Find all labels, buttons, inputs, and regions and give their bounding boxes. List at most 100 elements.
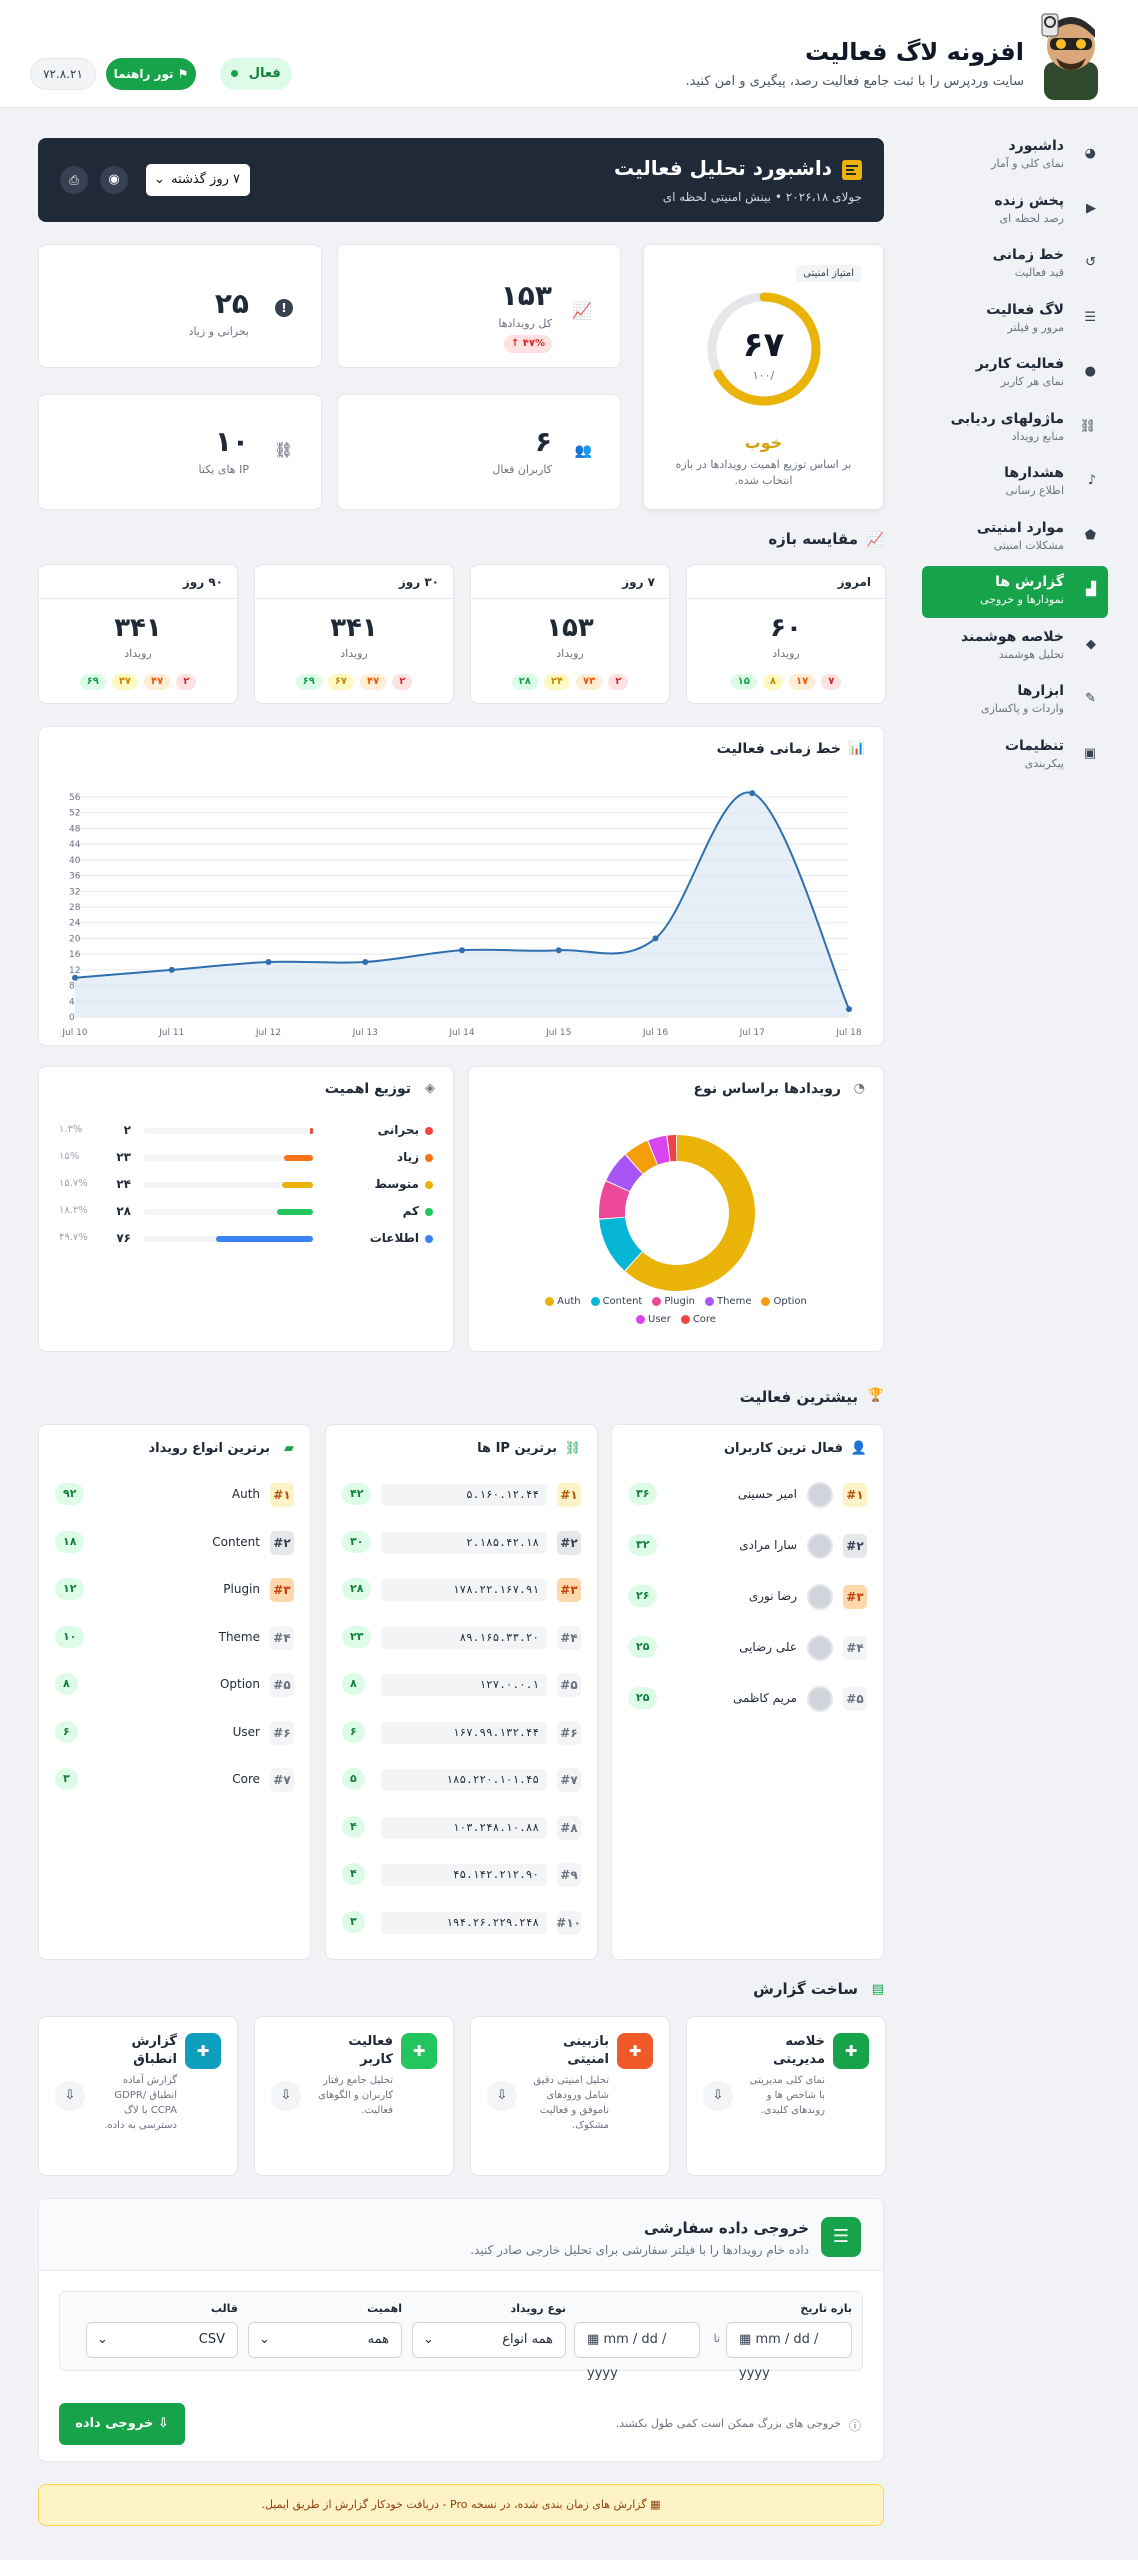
type-row[interactable]: #۴ Theme ۱۰ [39, 1620, 310, 1656]
pie-icon: ◔ [853, 1081, 865, 1096]
severity-bar [215, 1236, 313, 1242]
stat-value: ۲۵ [214, 287, 249, 320]
download-report-button[interactable]: ⇩ [55, 2081, 85, 2111]
severity-value: همه [367, 2332, 389, 2347]
status-text: فعال [248, 66, 281, 81]
severity-dot [425, 1127, 433, 1135]
x-tick-label: Jul 18 [835, 1028, 861, 1038]
ip-row[interactable]: #۸ ۱۰۳.۲۴۸.۱۰.۸۸ ۴ [326, 1810, 597, 1846]
report-icon: ✚ [185, 2033, 221, 2069]
report-card[interactable]: ✚ بازبینی امنیتی تحلیل امنیتی دقیق شامل ور… [470, 2016, 670, 2176]
sidebar-item-1[interactable]: ◕ داشبورد نمای کلی و آمار [922, 130, 1108, 182]
security-score-card: امتیاز امنیتی ۶۷ /۱۰۰ خوب بر اساس توزیع … [643, 244, 884, 510]
user-row[interactable]: #۵ مریم کاظمی ۲۵ [612, 1681, 883, 1717]
report-card[interactable]: ✚ خلاصه مدیریتی نمای کلی مدیریتی با شاخص ه… [686, 2016, 886, 2176]
type-row[interactable]: #۲ Content ۱۸ [39, 1525, 310, 1561]
sidebar-item-label: ماژولهای ردیابی [950, 410, 1064, 427]
wrench-icon: ✎ [1085, 691, 1096, 706]
export-button[interactable]: ⇩ خروجی داده [59, 2403, 185, 2445]
event-type-select[interactable]: همه انواع ⌄ [412, 2322, 566, 2358]
severity-label: متوسط [374, 1177, 419, 1191]
severity-row: بحرانی ۲ ۱.۳% [39, 1121, 453, 1143]
settings-icon: ▣ [1083, 745, 1096, 761]
count-badge: ۲۸ [342, 1578, 372, 1600]
download-report-button[interactable]: ⇩ [487, 2081, 517, 2111]
type-row[interactable]: #۳ Plugin ۱۲ [39, 1572, 310, 1608]
ip-row[interactable]: #۱۰ ۱۹۴.۲۶.۲۲۹.۲۴۸ ۳ [326, 1905, 597, 1941]
rank-badge: #۴ [843, 1636, 867, 1660]
ip-address: ۱۲۷.۰.۰.۱ [381, 1674, 547, 1696]
sidebar-item-5[interactable]: ● فعالیت کاربر نمای هر کاربر [922, 348, 1108, 400]
sidebar-item-7[interactable]: ♪ هشدارها اطلاع رسانی [922, 457, 1108, 509]
sidebar-item-8[interactable]: ⬟ موارد امنیتی مشکلات امنیتی [922, 512, 1108, 564]
sidebar-item-10[interactable]: ◆ خلاصه هوشمند تحلیل هوشمند [922, 621, 1108, 673]
shield-icon: ◈ [425, 1081, 435, 1096]
severity-label: اطلاعات [369, 1231, 419, 1245]
user-name: علی رضایی [739, 1640, 797, 1654]
range-select[interactable]: ۷ روز گذشته ⌄ [146, 164, 250, 196]
count-badge: ۱۸ [55, 1530, 85, 1553]
severity-track [143, 1128, 313, 1134]
top-ips-list: #۱ ۵.۱۶۰.۱۲.۴۴ ۴۲ #۲ ۲.۱۸۵.۴۲.۱۸ ۳۰ #۳ ۱۷۸.۲۲.۱… [326, 1477, 597, 1957]
user-row[interactable]: #۲ سارا مرادی ۳۲ [612, 1528, 883, 1564]
sidebar-item-6[interactable]: ⛓ ماژولهای ردیابی منابع رویداد [922, 403, 1108, 455]
download-report-button[interactable]: ⇩ [703, 2081, 733, 2111]
ip-row[interactable]: #۷ ۱۸۵.۲۲۰.۱۰۱.۴۵ ۵ [326, 1762, 597, 1798]
severity-bar [277, 1209, 313, 1215]
ip-row[interactable]: #۶ ۱۶۷.۹۹.۱۳۲.۴۴ ۶ [326, 1715, 597, 1751]
severity-count: ۲۴ [116, 1177, 131, 1191]
report-icon: ✚ [401, 2033, 437, 2069]
count-badge: ۶۷ [327, 674, 355, 690]
report-card[interactable]: ✚ گزارش انطباق گزارش آماده انطباق GDPR/ CC… [38, 2016, 238, 2176]
type-row[interactable]: #۵ Option ۸ [39, 1667, 310, 1703]
guide-tour-button[interactable]: ⚑ تور راهنما [106, 58, 196, 90]
ip-row[interactable]: #۱ ۵.۱۶۰.۱۲.۴۴ ۴۲ [326, 1477, 597, 1513]
ip-row[interactable]: #۹ ۴۵.۱۴۲.۲۱۲.۹۰ ۴ [326, 1857, 597, 1893]
severity-percent: ۱۸.۳% [59, 1205, 88, 1216]
severity-count: ۷۶ [116, 1231, 131, 1245]
severity-label: بحرانی [377, 1123, 419, 1137]
sidebar-item-2[interactable]: ▶ پخش زنده رصد لحظه ای [922, 185, 1108, 237]
type-row[interactable]: #۱ Auth ۹۲ [39, 1477, 310, 1513]
ip-row[interactable]: #۴ ۸۹.۱۶۵.۳۳.۲۰ ۲۳ [326, 1620, 597, 1656]
count-badge: ۹۲ [55, 1483, 85, 1505]
sidebar-item-4[interactable]: ☰ لاگ فعالیت مرور و فیلتر [922, 294, 1108, 346]
sidebar-item-3[interactable]: ↺ خط زمانی قید فعالیت [922, 239, 1108, 291]
refresh-button[interactable]: ◉ [100, 166, 128, 194]
user-row[interactable]: #۱ امیر حسینی ۳۶ [612, 1477, 883, 1513]
sidebar-item-sub: منابع رویداد [1011, 429, 1064, 443]
chevron-down-icon: ⌄ [154, 172, 165, 187]
date-from-input[interactable]: ▦ mm / dd / yyyy [726, 2322, 852, 2381]
timeline-title: خط زمانی فعالیت [716, 741, 841, 757]
compare-unit: رویداد [772, 647, 800, 660]
users-icon: 👥 [574, 443, 592, 459]
download-report-button[interactable]: ⇩ [271, 2081, 301, 2111]
ip-row[interactable]: #۳ ۱۷۸.۲۲.۱۶۷.۹۱ ۲۸ [326, 1572, 597, 1608]
ip-row[interactable]: #۲ ۲.۱۸۵.۴۲.۱۸ ۳۰ [326, 1525, 597, 1561]
sidebar-item-12[interactable]: ▣ تنظیمات پیکربندی [922, 730, 1108, 782]
data-point [459, 947, 465, 954]
severity-row: اطلاعات ۷۶ ۴۹.۷% [39, 1229, 453, 1251]
y-tick-label: 28 [69, 903, 81, 913]
sidebar-item-9[interactable]: ▟ گزارش ها نمودارها و خروجی [922, 566, 1108, 618]
x-tick-label: Jul 16 [642, 1028, 668, 1038]
report-card[interactable]: ✚ فعالیت کاربر تحلیل جامع رفتار کاربران و … [254, 2016, 454, 2176]
user-name: سارا مرادی [739, 1538, 797, 1552]
format-select[interactable]: CSV ⌄ [86, 2322, 238, 2358]
y-tick-label: 12 [69, 966, 80, 976]
severity-select[interactable]: همه ⌄ [248, 2322, 402, 2358]
type-row[interactable]: #۶ User ۶ [39, 1715, 310, 1751]
data-point [265, 959, 272, 965]
data-point [652, 935, 659, 942]
severity-bar [282, 1182, 313, 1188]
date-to-input[interactable]: ▦ mm / dd / yyyy [574, 2322, 700, 2381]
sidebar-item-11[interactable]: ✎ ابزارها واردات و پاکسازی [922, 675, 1108, 727]
rank-badge: #۴ [270, 1625, 294, 1650]
print-button[interactable]: ⎙ [60, 166, 88, 194]
type-row[interactable]: #۷ Core ۳ [39, 1762, 310, 1798]
user-row[interactable]: #۳ رضا نوری ۲۶ [612, 1579, 883, 1615]
severity-card: ◈ توزیع اهمیت بحرانی ۲ ۱.۳% زیاد ۲۳ ۱۵% متوسط ۲… [38, 1066, 454, 1352]
ip-row[interactable]: #۵ ۱۲۷.۰.۰.۱ ۸ [326, 1667, 597, 1703]
legend-item: Content [590, 1296, 642, 1307]
user-row[interactable]: #۴ علی رضایی ۲۵ [612, 1630, 883, 1666]
